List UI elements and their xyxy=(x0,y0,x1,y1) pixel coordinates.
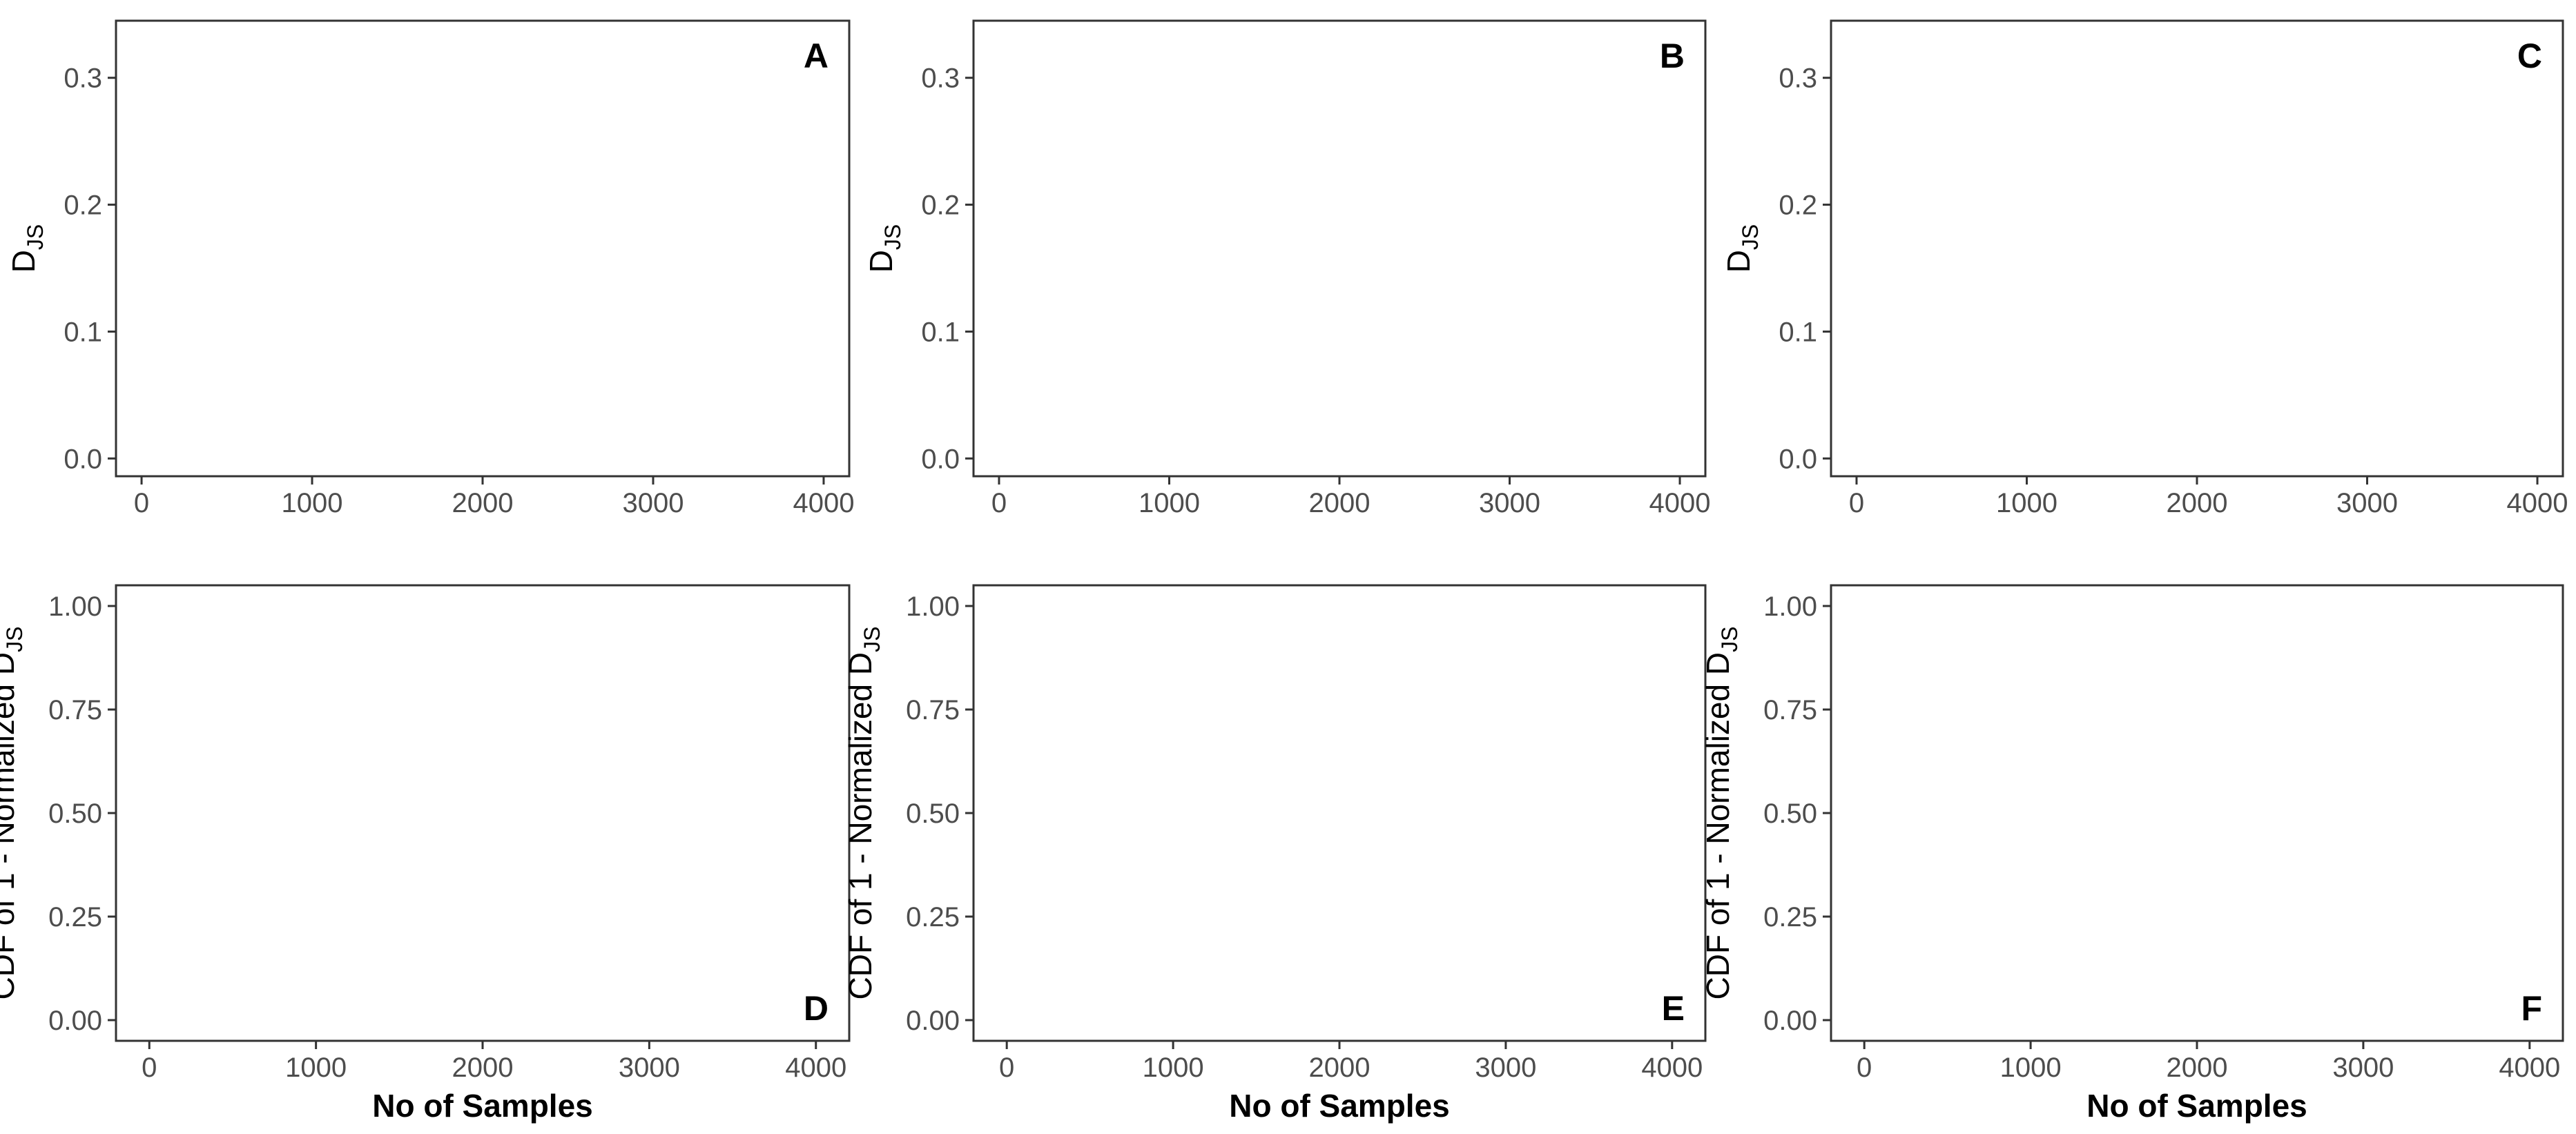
panel-a-xtick-label: 4000 xyxy=(793,488,854,518)
panel-c: 0 1000 2000 3000 4000 0.0 0.1 0.2 0.3 DJS C xyxy=(1721,19,2568,518)
panel-a-ylabel: DJS xyxy=(6,224,48,273)
panel-a-ytick-label: 0.3 xyxy=(64,63,102,94)
panel-e: 0 1000 2000 3000 4000 0.00 0.25 0.50 0.75 1.00 CDF… xyxy=(842,584,1707,1124)
panel-c-tag: C xyxy=(2517,37,2542,75)
panel-d-ytick-label: 0.00 xyxy=(48,1006,102,1036)
panel-f: 0 1000 2000 3000 4000 0.00 0.25 0.50 0.75 1.00 CDF… xyxy=(1700,584,2564,1124)
panel-c-ytick-label: 0.2 xyxy=(1779,190,1817,221)
panel-c-xtick-label: 1000 xyxy=(1996,488,2057,518)
panel-c-xtick-label: 0 xyxy=(1849,488,1864,518)
panel-e-ylabel: CDF of 1 - Normalized DJS xyxy=(842,627,884,1000)
panel-e-xtick-label: 3000 xyxy=(1475,1053,1536,1083)
panel-f-tag: F xyxy=(2521,989,2542,1028)
panel-e-xlabel: No of Samples xyxy=(1229,1088,1450,1124)
panel-b-ytick-label: 0.2 xyxy=(921,190,960,221)
panel-b: 0 1000 2000 3000 4000 0.0 0.1 0.2 0.3 DJS B xyxy=(863,19,1711,518)
panel-b-border xyxy=(972,19,1707,478)
panel-b-ytick-label: 0.0 xyxy=(921,444,960,474)
panel-a-ytick-label: 0.1 xyxy=(64,317,102,347)
panel-a-border xyxy=(115,19,851,478)
panel-f-ytick-label: 0.50 xyxy=(1763,799,1817,829)
panel-b-xtick-label: 1000 xyxy=(1139,488,1200,518)
panel-b-tag: B xyxy=(1660,37,1685,75)
panel-b-xtick-label: 4000 xyxy=(1649,488,1711,518)
panel-b-xtick-label: 0 xyxy=(991,488,1007,518)
panel-e-ytick-label: 0.75 xyxy=(906,695,960,725)
panel-a-xtick-label: 1000 xyxy=(282,488,343,518)
panel-d-ytick-label: 0.75 xyxy=(48,695,102,725)
panel-d-xtick-label: 0 xyxy=(142,1053,157,1083)
panel-d-ytick-label: 0.25 xyxy=(48,902,102,932)
panel-f-ytick-label: 0.25 xyxy=(1763,902,1817,932)
panel-e-border xyxy=(972,584,1707,1042)
panel-b-ytick-label: 0.3 xyxy=(921,63,960,94)
panel-a-tag: A xyxy=(804,37,829,75)
panel-e-ytick-label: 1.00 xyxy=(906,592,960,622)
panel-c-xtick-label: 2000 xyxy=(2167,488,2228,518)
panel-d-xlabel: No of Samples xyxy=(372,1088,593,1124)
panel-e-ytick-label: 0.25 xyxy=(906,902,960,932)
panel-c-xtick-label: 3000 xyxy=(2336,488,2398,518)
panel-f-ylabel: CDF of 1 - Normalized DJS xyxy=(1700,627,1742,1000)
panel-b-ylabel: DJS xyxy=(863,224,905,273)
panel-d-ytick-label: 1.00 xyxy=(48,592,102,622)
panel-f-ytick-label: 1.00 xyxy=(1763,592,1817,622)
panel-c-ytick-label: 0.0 xyxy=(1779,444,1817,474)
panel-e-tag: E xyxy=(1662,989,1685,1028)
panel-d-xtick-label: 1000 xyxy=(285,1053,347,1083)
panel-f-ytick-label: 0.75 xyxy=(1763,695,1817,725)
panel-a-ytick-label: 0.2 xyxy=(64,190,102,221)
panel-c-ylabel: DJS xyxy=(1721,224,1763,273)
panel-d-xtick-label: 4000 xyxy=(785,1053,846,1083)
panel-f-xtick-label: 4000 xyxy=(2499,1053,2560,1083)
panel-d-xtick-label: 3000 xyxy=(619,1053,680,1083)
panel-f-xtick-label: 2000 xyxy=(2167,1053,2228,1083)
panel-e-ytick-label: 0.50 xyxy=(906,799,960,829)
panel-e-xtick-label: 0 xyxy=(999,1053,1014,1083)
panel-a-xtick-label: 2000 xyxy=(452,488,514,518)
panel-e-xtick-label: 2000 xyxy=(1309,1053,1371,1083)
panel-f-border xyxy=(1830,584,2564,1042)
panel-d: 0 1000 2000 3000 4000 0.00 0.25 0.50 0.75 1.00 CDF… xyxy=(0,584,851,1124)
panel-b-xtick-label: 3000 xyxy=(1479,488,1540,518)
panel-e-xtick-label: 4000 xyxy=(1641,1053,1703,1083)
panel-c-xtick-label: 4000 xyxy=(2507,488,2568,518)
panel-c-ytick-label: 0.1 xyxy=(1779,317,1817,347)
panel-d-ylabel: CDF of 1 - Normalized DJS xyxy=(0,627,27,1000)
panel-e-ytick-label: 0.00 xyxy=(906,1006,960,1036)
panel-d-border xyxy=(115,584,851,1042)
panel-c-border xyxy=(1830,19,2564,478)
panel-f-xlabel: No of Samples xyxy=(2086,1088,2307,1124)
panel-b-ytick-label: 0.1 xyxy=(921,317,960,347)
panel-c-ytick-label: 0.3 xyxy=(1779,63,1817,94)
panel-f-xtick-label: 3000 xyxy=(2332,1053,2394,1083)
panel-a-ytick-label: 0.0 xyxy=(64,444,102,474)
panel-f-xtick-label: 0 xyxy=(1857,1053,1872,1083)
panel-a-xtick-label: 0 xyxy=(134,488,149,518)
panel-a: 0 1000 2000 3000 4000 0.0 0.1 0.2 0.3 DJS A xyxy=(6,19,854,518)
panel-d-xtick-label: 2000 xyxy=(452,1053,514,1083)
panel-e-xtick-label: 1000 xyxy=(1143,1053,1204,1083)
panel-d-tag: D xyxy=(804,989,829,1028)
panel-f-xtick-label: 1000 xyxy=(2000,1053,2062,1083)
panel-b-xtick-label: 2000 xyxy=(1309,488,1371,518)
panel-f-ytick-label: 0.00 xyxy=(1763,1006,1817,1036)
panel-d-ytick-label: 0.50 xyxy=(48,799,102,829)
panel-a-xtick-label: 3000 xyxy=(622,488,684,518)
